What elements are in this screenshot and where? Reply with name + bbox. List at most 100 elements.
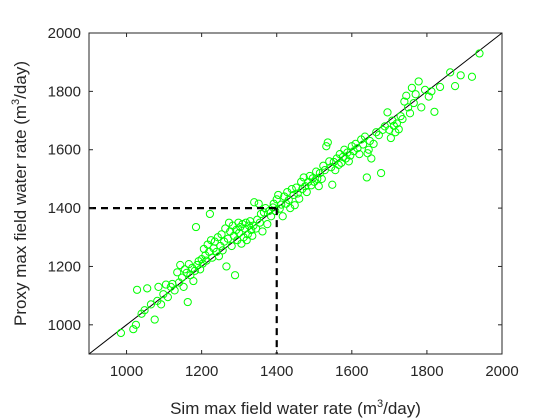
- data-point: [159, 290, 168, 299]
- x-axis-title-pre: Sim max field water rate (m: [170, 399, 377, 418]
- data-point: [239, 233, 248, 242]
- data-point: [374, 131, 383, 140]
- data-point: [328, 180, 337, 189]
- data-point: [150, 315, 159, 324]
- data-point: [315, 168, 324, 178]
- data-point: [394, 125, 403, 134]
- data-point: [420, 85, 430, 95]
- data-point: [392, 119, 401, 128]
- data-point: [206, 236, 216, 245]
- data-point: [140, 306, 149, 315]
- data-point: [446, 68, 455, 77]
- data-point: [255, 218, 264, 227]
- data-point: [230, 271, 240, 280]
- y-tick-label: 1600: [48, 142, 81, 159]
- y-tick-label: 1000: [48, 317, 81, 334]
- data-point: [258, 227, 267, 236]
- data-point: [402, 91, 411, 100]
- data-point: [129, 325, 138, 334]
- data-point: [335, 150, 344, 159]
- data-point: [232, 225, 241, 235]
- data-point: [341, 154, 350, 163]
- data-point: [400, 97, 409, 106]
- data-point: [298, 185, 307, 194]
- data-point: [227, 241, 236, 251]
- data-point: [217, 230, 226, 239]
- data-point: [190, 266, 199, 275]
- data-point: [210, 237, 219, 246]
- y-axis-title: Proxy max field water rate (m3/day): [10, 61, 30, 326]
- x-tick-label: 1000: [110, 363, 143, 380]
- data-point: [272, 195, 281, 204]
- x-tick-label: 1800: [410, 363, 443, 380]
- data-point: [424, 92, 433, 101]
- data-point: [274, 190, 283, 200]
- data-point: [290, 201, 299, 210]
- data-point: [286, 203, 295, 213]
- data-point: [364, 145, 373, 154]
- x-tick-label: 2000: [485, 363, 518, 380]
- data-point: [193, 260, 202, 270]
- data-point: [334, 160, 343, 169]
- x-axis-title: Sim max field water rate (m3/day): [170, 398, 421, 418]
- y-tick-label: 1400: [48, 200, 81, 217]
- y-axis-title-sup: 3: [10, 99, 22, 105]
- data-point: [214, 252, 224, 261]
- data-point: [411, 90, 420, 99]
- data-point: [450, 82, 460, 91]
- data-point: [173, 268, 182, 277]
- data-point: [176, 260, 185, 270]
- data-point: [284, 195, 293, 205]
- data-point: [189, 276, 198, 286]
- data-point: [170, 286, 179, 295]
- y-axis-ticks: 1000 1200 1400 1600 1800 2000: [48, 25, 502, 334]
- data-point: [317, 174, 326, 184]
- data-point: [146, 300, 156, 309]
- data-point: [293, 189, 302, 198]
- data-point: [263, 220, 272, 229]
- data-point: [267, 212, 276, 221]
- data-point: [319, 161, 328, 170]
- data-point: [353, 144, 362, 153]
- data-point: [295, 194, 304, 203]
- data-point: [362, 173, 371, 182]
- data-point: [179, 282, 188, 291]
- threshold-lines-layer: [89, 206, 278, 354]
- data-point: [340, 145, 349, 154]
- data-point: [427, 87, 436, 96]
- data-point: [314, 182, 323, 191]
- y-tick-label: 1800: [48, 83, 81, 100]
- data-point: [358, 140, 368, 149]
- x-axis-title-post: /day): [383, 399, 421, 418]
- data-point: [323, 138, 332, 147]
- data-point: [388, 116, 397, 125]
- data-point: [404, 103, 413, 112]
- data-point: [289, 190, 298, 200]
- data-point: [161, 280, 171, 289]
- data-point: [435, 82, 445, 92]
- data-point: [191, 222, 201, 232]
- data-point: [235, 228, 244, 237]
- data-point: [310, 177, 319, 186]
- data-point: [383, 108, 392, 117]
- data-point: [299, 173, 308, 182]
- points-layer: [116, 49, 484, 338]
- data-point: [163, 293, 172, 302]
- y-tick-label: 2000: [48, 25, 81, 42]
- data-point: [178, 273, 187, 282]
- x-tick-label: 1200: [185, 363, 218, 380]
- x-tick-label: 1600: [335, 363, 368, 380]
- data-point: [253, 215, 262, 224]
- data-point: [327, 163, 336, 172]
- data-point: [407, 83, 416, 92]
- y-tick-label: 1200: [48, 258, 81, 275]
- data-point: [377, 168, 386, 178]
- data-point: [292, 183, 301, 192]
- data-point: [414, 77, 423, 86]
- data-point: [417, 103, 426, 112]
- data-point: [430, 107, 439, 116]
- data-point: [287, 185, 296, 194]
- data-point: [131, 320, 141, 329]
- data-point: [218, 246, 227, 255]
- data-point: [325, 157, 334, 166]
